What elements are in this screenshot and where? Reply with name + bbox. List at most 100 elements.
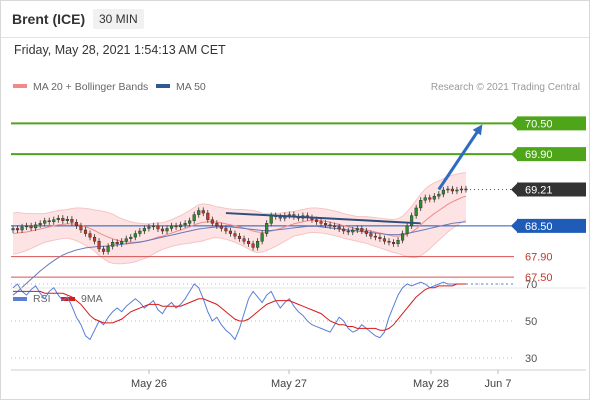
trendline xyxy=(225,212,421,225)
candle-body xyxy=(120,241,124,245)
candle-body xyxy=(391,242,396,245)
candle-body xyxy=(97,241,101,250)
ma50-line xyxy=(12,221,467,296)
x-axis-ticks: May 26 May 27 May 28 Jun 7 xyxy=(131,370,512,390)
candle-body xyxy=(188,220,192,224)
candle-body xyxy=(314,219,319,222)
candle-body xyxy=(106,246,110,252)
forecast-arrow xyxy=(437,124,483,191)
candle-body xyxy=(364,230,368,234)
candle-body xyxy=(237,235,242,239)
level-label-pointer xyxy=(511,183,517,196)
candle-body xyxy=(437,193,441,197)
candle-body xyxy=(446,188,450,191)
candle-body xyxy=(319,221,323,224)
candle-body xyxy=(52,219,56,222)
candle-body xyxy=(61,217,65,221)
candle-body xyxy=(15,228,20,231)
legend-swatch xyxy=(13,84,27,88)
rsi-level-label: 30 xyxy=(525,353,537,365)
candle-body xyxy=(102,248,106,252)
moving-averages xyxy=(12,195,467,296)
horizontal-levels xyxy=(11,122,514,278)
level-label-box xyxy=(517,218,586,233)
candle-body xyxy=(56,217,60,220)
candle-body xyxy=(156,225,160,230)
candle-body xyxy=(342,228,346,232)
candle-body xyxy=(192,214,196,221)
candle-body xyxy=(142,228,146,232)
level-label-box xyxy=(517,182,586,197)
ma20-line xyxy=(12,195,467,243)
level-label: 67.50 xyxy=(525,272,553,284)
candle-body xyxy=(47,220,51,222)
candle-body xyxy=(414,207,418,216)
candle-body xyxy=(260,233,264,242)
candle-body xyxy=(228,230,232,234)
candle-body xyxy=(138,230,142,234)
rsi-legend-label: 9MA xyxy=(81,293,103,305)
candle-body xyxy=(179,224,183,228)
candle-body xyxy=(378,236,382,239)
candle-body xyxy=(115,242,119,245)
candle-body xyxy=(333,225,337,228)
candle-body xyxy=(224,228,228,232)
level-label: 69.21 xyxy=(525,184,553,196)
candle-body xyxy=(419,200,423,209)
timeframe-badge[interactable]: 30 MIN xyxy=(93,9,144,29)
level-label: 70.50 xyxy=(525,118,553,130)
candle-body xyxy=(373,235,377,238)
rsi-panel: 70 50 30 xyxy=(11,279,537,365)
level-labels: 70.50 69.90 69.21 68.50 67.90 67.50 xyxy=(511,116,586,284)
candle-body xyxy=(133,233,137,238)
candle-body xyxy=(183,223,187,226)
level-label: 69.90 xyxy=(525,149,553,161)
level-label-box xyxy=(517,116,586,131)
candle-body xyxy=(369,233,373,237)
candle-body xyxy=(169,225,174,229)
candle-body xyxy=(450,188,454,192)
candle-body xyxy=(74,222,78,227)
candle-body xyxy=(111,242,115,247)
candle-body xyxy=(206,212,210,220)
candle-body xyxy=(20,226,24,231)
level-label-pointer xyxy=(511,219,517,232)
candle-body xyxy=(337,226,341,230)
candle-body xyxy=(265,223,269,234)
candle-body xyxy=(351,229,355,233)
candle-body xyxy=(328,224,332,227)
candle-body xyxy=(432,195,436,200)
rsi-ma-line xyxy=(13,283,466,331)
instrument-title: Brent (ICE) xyxy=(12,11,86,27)
candle-body xyxy=(88,233,92,238)
candle-body xyxy=(428,197,432,200)
candle-body xyxy=(29,225,33,229)
candle-body xyxy=(219,225,223,229)
candle-body xyxy=(251,243,255,248)
candle-body xyxy=(405,225,409,234)
candle-body xyxy=(147,226,151,229)
level-label-pointer xyxy=(511,148,517,161)
candle-body xyxy=(197,210,201,215)
candle-body xyxy=(387,241,391,243)
candle-body xyxy=(441,189,445,195)
candle-body xyxy=(43,220,47,224)
level-label: 67.90 xyxy=(525,252,553,264)
annotations xyxy=(225,124,483,225)
candle-body xyxy=(38,223,42,226)
x-tick-label: May 26 xyxy=(131,378,167,390)
rsi-legend-swatch xyxy=(13,297,27,301)
candle-body xyxy=(233,233,237,237)
candle-body xyxy=(25,225,29,228)
main-legend: MA 20 + Bollinger Bands MA 50 xyxy=(13,81,206,93)
level-label-box xyxy=(517,147,586,162)
candle-body xyxy=(151,225,155,228)
candle-body xyxy=(256,241,260,248)
candle-body xyxy=(83,229,88,234)
legend-swatch xyxy=(156,84,170,88)
level-label: 68.50 xyxy=(525,221,553,233)
candle-body xyxy=(215,223,219,227)
x-tick-label: Jun 7 xyxy=(485,378,512,390)
candle-body xyxy=(346,230,350,233)
